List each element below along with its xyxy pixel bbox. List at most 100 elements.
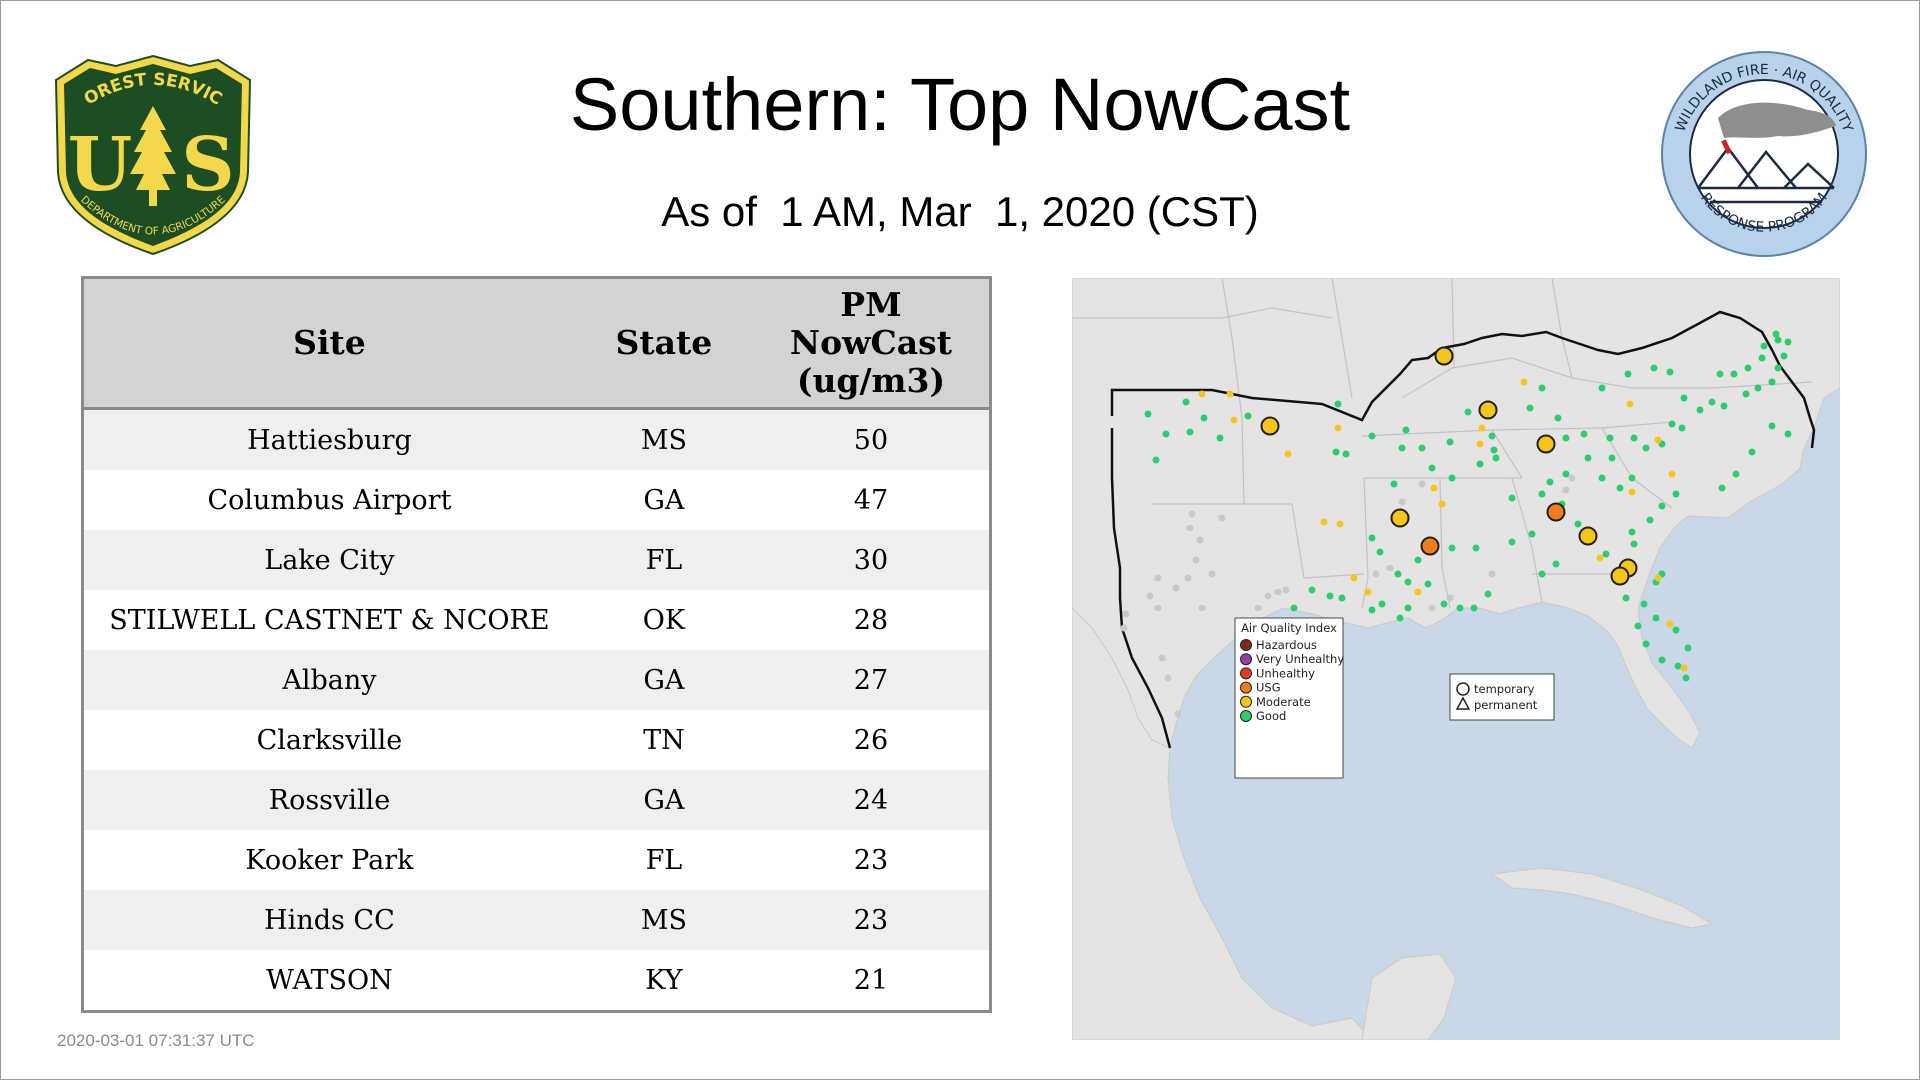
site-dot [1404,578,1412,586]
site-dot [1338,594,1346,602]
site-dot [1672,626,1680,634]
table-row: Hinds CC MS 23 [82,890,991,950]
site-dot [1484,590,1492,598]
legend-title: Air Quality Index [1241,621,1337,635]
site-dot [1758,354,1766,362]
map-region-outline [1110,310,1816,749]
site-dot [1120,624,1128,632]
site-dot [1260,416,1280,436]
site-dot [1420,536,1440,556]
site-dot [1172,584,1180,592]
site-dot [1440,600,1448,608]
site-dots [1120,330,1792,718]
site-dot [1624,370,1632,378]
site-dot [1386,564,1394,572]
site-dot [1472,544,1480,552]
cell-pm: 30 [752,530,991,590]
site-dot [1320,518,1328,526]
page-title: Southern: Top NowCast [569,63,1351,146]
nowcast-table: Site State PM NowCast (ug/m3) Hattiesbur… [81,276,992,1013]
site-dot [1404,604,1412,612]
site-dot [1628,488,1636,496]
site-dot [1428,464,1436,472]
column-header-pm-line: NowCast [789,323,952,362]
site-dot [1154,574,1162,582]
site-dot [1456,604,1464,612]
site-dot [1368,432,1376,440]
site-dot [1174,710,1182,718]
site-dot [1434,346,1454,366]
column-header-state: State [574,277,753,410]
cell-state: TN [574,710,753,770]
site-dot [1562,470,1570,478]
site-dot [1730,370,1738,378]
cell-state: FL [574,530,753,590]
site-dot [1368,534,1376,542]
site-dot [1772,330,1780,338]
column-header-pm: PM NowCast (ug/m3) [752,277,991,410]
site-dot [1398,498,1406,506]
cell-state: GA [574,650,753,710]
site-dot [1768,422,1776,430]
site-dot [1372,570,1380,578]
footer-timestamp: 2020-03-01 07:31:37 UTC [57,1031,255,1050]
site-dot [1666,368,1674,376]
site-dot [1628,474,1636,482]
site-type-legend: temporary permanent [1449,673,1555,721]
cell-pm: 24 [752,770,991,830]
table-row: STILWELL CASTNET & NCORE OK 28 [82,590,991,650]
site-dot [1718,484,1726,492]
site-dot [1490,446,1498,454]
pine-tree-icon [130,106,176,206]
site-dot [1414,556,1422,564]
site-dot [1334,424,1342,432]
site-dot [1396,614,1404,622]
site-dot [1154,604,1162,612]
site-dot [1622,594,1630,602]
site-dot [1680,664,1688,672]
site-dot [1438,500,1446,508]
site-dot [1470,604,1478,612]
site-dot [1696,406,1704,414]
cell-state: GA [574,770,753,830]
cell-pm: 23 [752,830,991,890]
site-dot [1598,474,1606,482]
site-dot [1674,662,1682,670]
site-dot [1562,434,1570,442]
cell-site: Kooker Park [82,830,575,890]
site-dot [1654,436,1662,444]
table-row: Columbus Airport GA 47 [82,470,991,530]
map-state-lines [1072,278,1813,609]
legend-swatch [1240,639,1252,651]
legend-swatch [1240,710,1252,722]
cell-pm: 28 [752,590,991,650]
site-dot [1216,434,1224,442]
site-dot [1680,394,1688,402]
site-dot [1578,526,1598,546]
circle-icon [1456,682,1470,696]
site-dot [1780,352,1788,360]
type-label-temporary: temporary [1474,682,1535,696]
site-dot [1230,416,1238,424]
site-dot [1554,414,1562,422]
column-header-pm-line: (ug/m3) [796,361,946,400]
site-dot [1642,444,1650,452]
site-dot [1226,390,1234,398]
legend-label: Hazardous [1256,638,1317,652]
cell-state: GA [574,470,753,530]
site-dot [1628,528,1636,536]
site-dot [1308,586,1316,594]
site-dot [1538,490,1546,498]
map-land-yucatan [1361,953,1457,1040]
site-dot [1200,414,1208,422]
site-dot [1418,480,1426,488]
site-dot [1364,588,1372,596]
site-dot [1254,604,1262,612]
site-dot [1478,400,1498,420]
site-dot [1508,494,1516,502]
site-dot [1476,460,1484,468]
site-dot [1774,336,1782,344]
site-dot [1508,538,1516,546]
legend-label: Good [1256,709,1286,723]
svg-text:U: U [68,122,133,208]
